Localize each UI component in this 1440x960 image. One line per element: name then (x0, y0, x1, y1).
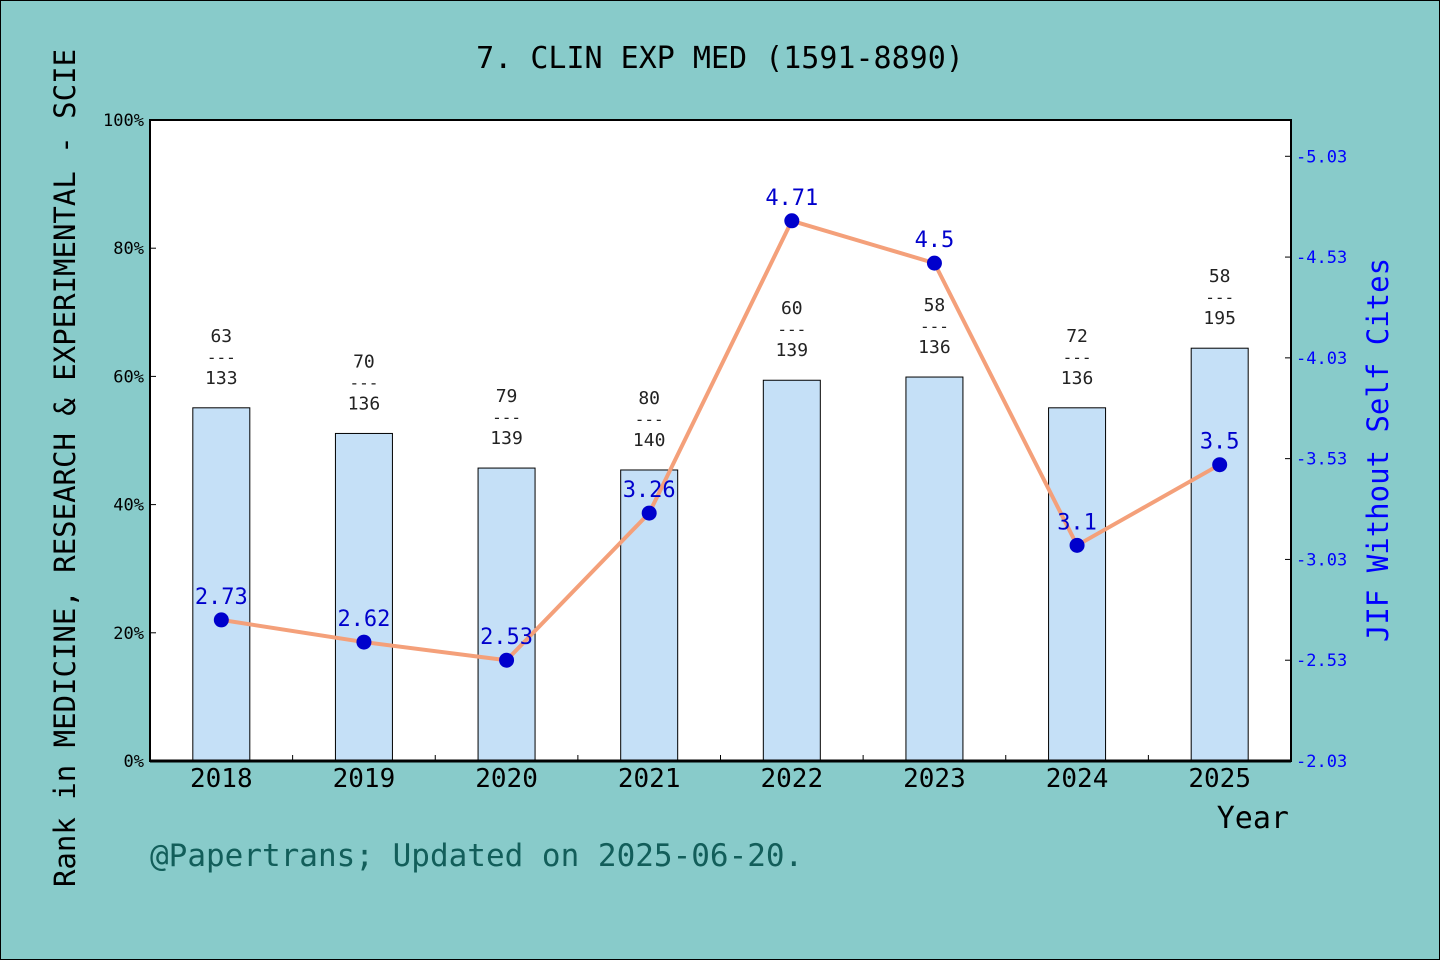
jif-marker-2023 (926, 255, 942, 271)
bar-2025 (1190, 347, 1249, 762)
jif-label-2019: 2.62 (337, 607, 390, 632)
total-label-2025: 195 (1203, 308, 1236, 329)
chart-title: 7. CLIN EXP MED (1591-8890) (476, 41, 964, 76)
jif-marker-2019 (356, 634, 372, 650)
total-label-2018: 133 (205, 368, 238, 389)
right-tick-label: -4.03 (1296, 349, 1347, 369)
rank-separator-2022: --- (777, 320, 806, 339)
bar-2023 (905, 376, 964, 762)
jif-marker-2018 (213, 612, 229, 628)
bar-2018 (192, 407, 251, 762)
right-axis-label: JIF Without Self Cites (1361, 258, 1395, 642)
x-tick-label: 2024 (1046, 764, 1109, 794)
jif-label-2018: 2.73 (195, 585, 248, 610)
total-label-2021: 140 (633, 430, 666, 451)
bar-2020 (477, 467, 536, 762)
rank-separator-2025: --- (1205, 288, 1234, 307)
x-tick-label: 2020 (475, 764, 538, 794)
rank-separator-2020: --- (492, 408, 521, 427)
rank-label-2024: 72 (1066, 326, 1088, 347)
rank-label-2020: 79 (496, 386, 518, 407)
jif-line (221, 218, 1221, 663)
total-label-2024: 136 (1061, 368, 1094, 389)
right-tick-label: -2.03 (1296, 752, 1347, 772)
x-axis-label: Year (1217, 801, 1289, 836)
rank-separator-2023: --- (920, 317, 949, 336)
plot-area (150, 120, 1291, 761)
bar-2024 (1048, 407, 1107, 762)
total-label-2019: 136 (348, 393, 381, 414)
rank-label-2023: 58 (924, 295, 946, 316)
jif-label-2020: 2.53 (480, 625, 533, 650)
jif-marker-2020 (499, 652, 515, 668)
rank-label-2025: 58 (1209, 266, 1231, 287)
jif-label-2021: 3.26 (623, 478, 676, 503)
right-tick-label: -3.53 (1296, 450, 1347, 470)
x-tick-label: 2021 (618, 764, 681, 794)
x-tick-label: 2022 (761, 764, 824, 794)
footer-credit: @Papertrans; Updated on 2025-06-20. (150, 838, 803, 874)
total-label-2023: 136 (918, 337, 951, 358)
x-tick-label: 2019 (333, 764, 396, 794)
rank-separator-2018: --- (207, 348, 236, 367)
left-axis-label: Rank in MEDICINE, RESEARCH & EXPERIMENTA… (48, 49, 82, 887)
rank-label-2018: 63 (210, 326, 232, 347)
rank-separator-2021: --- (635, 410, 664, 429)
jif-marker-2025 (1212, 457, 1228, 473)
jif-label-2022: 4.71 (765, 186, 818, 211)
x-tick-label: 2023 (903, 764, 966, 794)
jif-marker-2024 (1069, 537, 1085, 553)
jif-label-2024: 3.1 (1057, 510, 1097, 535)
jif-label-2025: 3.5 (1200, 430, 1240, 455)
left-tick-label: 0% (124, 752, 144, 772)
rank-separator-2024: --- (1063, 348, 1092, 367)
rank-separator-2019: --- (349, 373, 378, 392)
jif-marker-2021 (641, 505, 657, 521)
left-tick-label: 100% (103, 111, 144, 131)
total-label-2022: 139 (776, 340, 809, 361)
jif-marker-2022 (784, 213, 800, 229)
x-tick-label: 2025 (1188, 764, 1251, 794)
right-tick-label: -3.03 (1296, 550, 1347, 570)
bar-2019 (334, 432, 393, 762)
rank-label-2019: 70 (353, 351, 375, 372)
total-label-2020: 139 (490, 428, 523, 449)
left-tick-label: 40% (113, 496, 144, 516)
x-tick-label: 2018 (190, 764, 253, 794)
bar-2022 (762, 379, 821, 762)
left-tick-label: 20% (113, 624, 144, 644)
left-tick-label: 60% (113, 367, 144, 387)
right-tick-label: -5.03 (1296, 147, 1347, 167)
rank-label-2021: 80 (638, 388, 660, 409)
right-tick-label: -2.53 (1296, 651, 1347, 671)
right-tick-label: -4.53 (1296, 248, 1347, 268)
rank-label-2022: 60 (781, 298, 803, 319)
left-tick-label: 80% (113, 239, 144, 259)
jif-label-2023: 4.5 (915, 228, 955, 253)
